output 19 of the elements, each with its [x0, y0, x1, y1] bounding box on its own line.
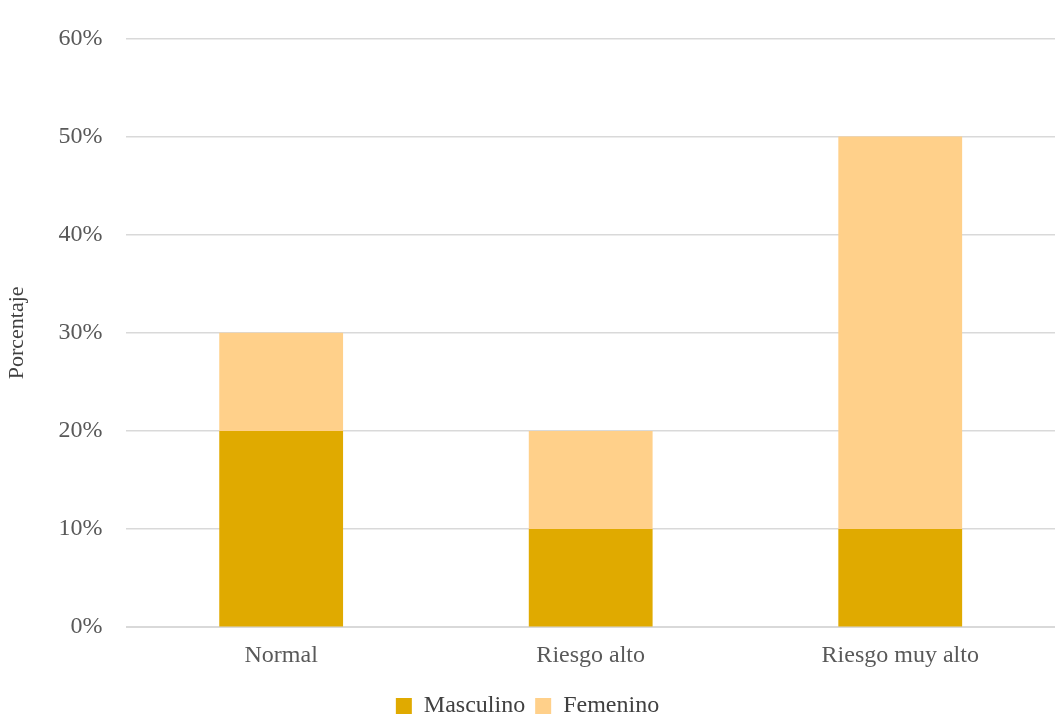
y-tick-label: 0% [70, 612, 103, 639]
x-tick-label: Riesgo alto [536, 640, 646, 667]
bar [838, 529, 963, 627]
y-tick-label: 30% [58, 318, 103, 345]
x-tick-label: Normal [244, 640, 319, 667]
y-tick-label: 10% [58, 514, 103, 541]
bar [528, 529, 653, 627]
legend-label: Femenino [563, 691, 660, 718]
y-axis-title: Porcentaje [2, 286, 28, 380]
y-tick-label: 40% [58, 219, 103, 246]
y-tick-label: 60% [58, 23, 103, 50]
y-tick-label: 20% [58, 416, 103, 443]
bar [838, 136, 963, 530]
legend-label: Masculino [423, 691, 526, 718]
bar [219, 430, 344, 627]
bar [528, 430, 653, 530]
bar [219, 332, 344, 431]
y-tick-label: 50% [58, 121, 103, 148]
x-tick-label: Riesgo muy alto [821, 640, 979, 667]
